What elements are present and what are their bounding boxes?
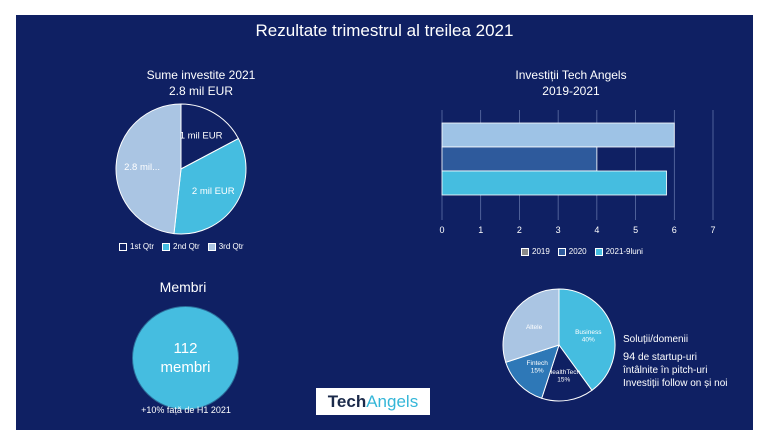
pie1-legend: 1st Qtr 2nd Qtr 3rd Qtr bbox=[119, 242, 244, 251]
pie1-legend-swatch-2 bbox=[207, 242, 216, 251]
pie1-slice-1st-qtr bbox=[180, 103, 240, 170]
bar-tick-7: 7 bbox=[710, 225, 715, 235]
solutii-line1-rest: de startup-uri bbox=[638, 352, 697, 363]
bar-legend-item-2: 2021-9luni bbox=[594, 247, 643, 256]
solutii-block: Soluții/domenii 94 de startup-uri întâln… bbox=[623, 333, 728, 390]
membri-unit: membri bbox=[160, 359, 211, 376]
bar-title-block: Investiții Tech Angels 2019-2021 bbox=[476, 67, 666, 99]
membri-circle: 112 membri bbox=[132, 306, 239, 410]
pie1-title-block: Sume investite 2021 2.8 mil EUR bbox=[116, 67, 286, 99]
pie1-legend-label-1: 2nd Qtr bbox=[173, 242, 200, 251]
pie2-slice-business bbox=[558, 288, 616, 392]
pie1-legend-item-1: 2nd Qtr bbox=[162, 242, 200, 251]
techangels-logo: Tech Angels bbox=[316, 388, 430, 415]
pie2-slice-healthtech bbox=[541, 343, 593, 402]
membri-label: Membri bbox=[159, 279, 207, 295]
bar-2019 bbox=[441, 122, 675, 148]
membri-note: +10% față de H1 2021 bbox=[141, 405, 231, 415]
pie1-slice-2nd-qtr bbox=[173, 137, 247, 235]
pie1-legend-swatch-0 bbox=[119, 242, 127, 251]
pie1-legend-label-0: 1st Qtr bbox=[130, 242, 155, 251]
solutii-line2: întâlnite în pitch-uri bbox=[623, 365, 708, 376]
bar-title: Investiții Tech Angels bbox=[515, 68, 627, 82]
pie1-slice-3rd-qtr bbox=[115, 103, 182, 235]
bar-tick-2: 2 bbox=[517, 225, 522, 235]
pie1-subtitle: 2.8 mil EUR bbox=[168, 84, 233, 98]
bar-2020 bbox=[441, 146, 598, 172]
logo-angels: Angels bbox=[366, 391, 419, 411]
pie1-legend-item-2: 3rd Qtr bbox=[207, 242, 244, 251]
charts-svg: 1 mil EUR 2 mil EUR 2.8 mil... 0 1 2 3 4 5 6 7 Busi… bbox=[115, 103, 716, 402]
solutii-line1: 94 de startup-uri bbox=[623, 351, 728, 364]
pie2-label-3: Altele bbox=[526, 324, 543, 331]
bar-legend-swatch-1 bbox=[557, 247, 566, 256]
bar-tick-0: 0 bbox=[439, 225, 444, 235]
bar-legend-label-1: 2020 bbox=[568, 247, 587, 256]
slide: Rezultate trimestrul al treilea 2021 Sum… bbox=[16, 15, 753, 430]
bar-legend-item-1: 2020 bbox=[557, 247, 587, 256]
bar-tick-3: 3 bbox=[556, 225, 561, 235]
pie2-label-2: Fintech 15% bbox=[527, 360, 549, 374]
pie2-label-0: Business 40% bbox=[575, 329, 602, 343]
solutii-count: 94 bbox=[623, 351, 636, 363]
bar-legend: 2019 2020 2021-9luni bbox=[521, 247, 643, 256]
pie1-legend-item-0: 1st Qtr bbox=[119, 242, 154, 251]
bar-legend-label-0: 2019 bbox=[532, 247, 550, 256]
logo-tech: Tech bbox=[327, 391, 367, 411]
slide-title: Rezultate trimestrul al treilea 2021 bbox=[255, 21, 514, 40]
bar-tick-4: 4 bbox=[594, 225, 599, 235]
pie2-slice-altele bbox=[502, 288, 560, 363]
solutii-heading: Soluții/domenii bbox=[623, 334, 689, 345]
bar-legend-swatch-2 bbox=[594, 247, 603, 256]
bar-legend-swatch-0 bbox=[521, 247, 529, 256]
membri-count: 112 bbox=[173, 340, 198, 357]
pie1-legend-swatch-1 bbox=[162, 242, 171, 251]
bar-legend-item-0: 2019 bbox=[521, 247, 550, 256]
pie1-legend-label-2: 3rd Qtr bbox=[218, 242, 244, 251]
pie1-label-0: 1 mil EUR bbox=[180, 130, 223, 141]
pie1-title: Sume investite 2021 bbox=[146, 68, 256, 82]
pie2-label-1: HealthTech 15% bbox=[548, 369, 581, 383]
pie1-label-2: 2.8 mil... bbox=[124, 161, 160, 172]
bar-tick-6: 6 bbox=[672, 225, 677, 235]
bar-tick-5: 5 bbox=[633, 225, 638, 235]
solutii-line3: Investiții follow on și noi bbox=[623, 378, 728, 389]
bar-legend-label-2: 2021-9luni bbox=[605, 247, 643, 256]
pie1-label-1: 2 mil EUR bbox=[192, 185, 235, 196]
bar-2021-9luni bbox=[441, 170, 667, 196]
bar-tick-1: 1 bbox=[478, 225, 483, 235]
bar-subtitle: 2019-2021 bbox=[542, 84, 600, 98]
